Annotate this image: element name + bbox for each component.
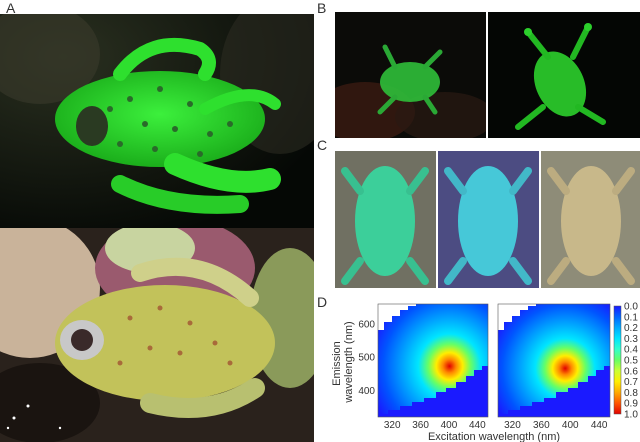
- eem-figure: 400 500 600 320 360 400 440 320 360 400 440 0.0 0…: [326, 300, 640, 442]
- colorbar-tick-label: 0.6: [624, 366, 638, 377]
- y-axis-title: Emission wavelength (nm): [331, 321, 355, 403]
- colorbar-tick-label: 0.9: [624, 399, 638, 410]
- panel-label-d: D: [317, 294, 328, 310]
- x-tick-label: 360: [412, 420, 429, 431]
- heatmap-1: [377, 303, 489, 418]
- colorbar-tick-label: 0.5: [624, 356, 638, 367]
- x-tick-label: 320: [384, 420, 401, 431]
- photo-frog-fluorescent: [0, 14, 314, 228]
- photo-frog-b-right: [488, 12, 640, 138]
- x-tick-label: 320: [504, 420, 521, 431]
- panel-label-c: C: [317, 137, 328, 153]
- colorbar-tick-label: 1.0: [624, 410, 638, 421]
- colorbar-tick-label: 0.8: [624, 388, 638, 399]
- x-axis-title: Excitation wavelength (nm): [428, 431, 560, 442]
- colorbar-tick-label: 0.2: [624, 323, 638, 334]
- heatmap-2: [497, 303, 611, 418]
- x-tick-label: 440: [469, 420, 486, 431]
- colorbar-tick-label: 0.1: [624, 312, 638, 323]
- y-tick-label: 400: [358, 386, 375, 397]
- y-tick-label: 500: [358, 353, 375, 364]
- panel-label-b: B: [317, 0, 327, 16]
- panel-label-a: A: [6, 0, 16, 16]
- photo-frog-c-green: [335, 151, 436, 288]
- colorbar-tick-label: 0.4: [624, 345, 638, 356]
- photo-frog-c-blue: [438, 151, 539, 288]
- y-tick-label: 600: [358, 319, 375, 330]
- colorbar-tick-label: 0.0: [624, 302, 638, 313]
- y-axis-title-line1: Emission: [331, 341, 343, 386]
- y-axis-title-line2: wavelength (nm): [343, 321, 355, 403]
- photo-frog-daylight: [0, 228, 314, 442]
- colorbar-tick-label: 0.7: [624, 377, 638, 388]
- x-tick-label: 400: [562, 420, 579, 431]
- photo-frog-b-left: [335, 12, 486, 138]
- x-tick-label: 440: [591, 420, 608, 431]
- photo-frog-c-natural: [541, 151, 640, 288]
- x-tick-label: 360: [533, 420, 550, 431]
- x-tick-label: 400: [441, 420, 458, 431]
- colorbar-tick-label: 0.3: [624, 334, 638, 345]
- colorbar: [613, 305, 622, 415]
